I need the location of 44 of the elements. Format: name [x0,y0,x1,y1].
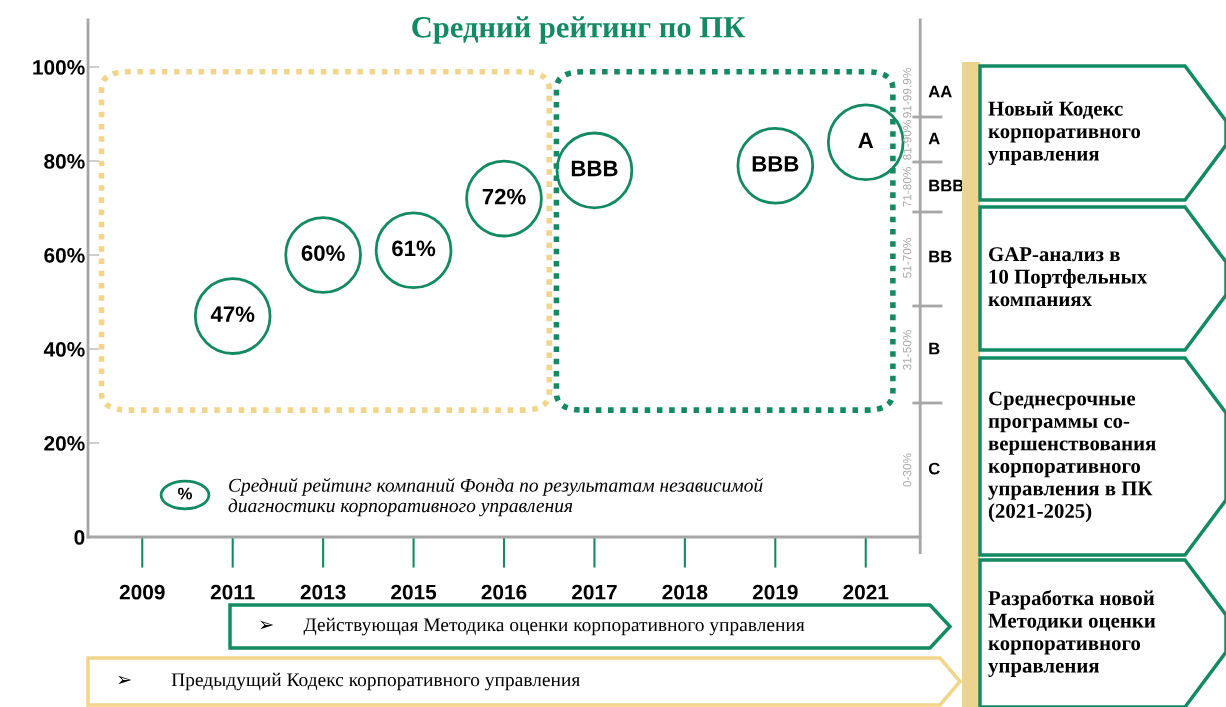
x-tick-label: 2013 [300,584,346,600]
y-tick-label: 80% [44,154,85,169]
annotation: % [178,487,192,500]
text: C [928,462,940,475]
text: Новый Кодекс корпоративного управления [988,101,1141,165]
annotation: 71-80% [903,167,912,207]
text: Разработка новой Методики оценки корпоративного управления [988,590,1156,677]
annotation: 91-99.9% [903,68,912,118]
annotation: 31-50% [903,330,912,370]
x-tick-label: 2018 [662,584,708,600]
text: BBB [929,179,964,192]
x-tick-label: 2011 [210,584,255,600]
point [826,103,905,181]
annotation: Средний рейтинг компаний Фонда по результатам независимой диагностики корпоративного управления [228,477,763,517]
data-label: A [858,132,874,148]
x-tick-label: 2021 [843,584,889,600]
text: A [928,132,940,145]
text: B [929,342,940,355]
text: ➢ Действующая Методика оценки корпоративного управления [260,617,805,636]
x-tick-label: 2019 [752,584,798,600]
y-tick-label: 40% [43,342,85,357]
data-label: BBB [752,156,799,172]
y-tick-label: 0 [74,530,85,545]
annotation: 0-30% [903,453,912,487]
data-label: 47% [210,306,255,323]
data-label: 60% [301,245,345,261]
text: AA [928,85,952,98]
text: ➢ Предыдущий Кодекс корпоративного управления [118,672,580,691]
annotation: 81-90% [903,120,912,160]
x-tick-label: 2015 [391,584,437,600]
data-label: 61% [392,240,436,257]
data-label: BBB [571,160,618,177]
chart-title: Средний рейтинг по ПК [412,16,745,44]
text: BB [929,250,952,263]
text: Среднесрочные программы со- вершенствования корпоративного управления в ПК (2021-2025) [988,391,1156,523]
y-tick-label: 100% [33,60,85,75]
y-tick-label: 60% [44,248,85,263]
x-tick-label: 2017 [571,584,617,600]
annotation: 51-70% [903,238,912,278]
y-tick-label: 20% [44,436,85,451]
x-tick-label: 2009 [119,584,165,600]
data-label: 72% [482,188,526,205]
x-tick-label: 2016 [481,584,527,600]
text: GAP-анализ в 10 Портфельных компаниях [988,247,1148,307]
